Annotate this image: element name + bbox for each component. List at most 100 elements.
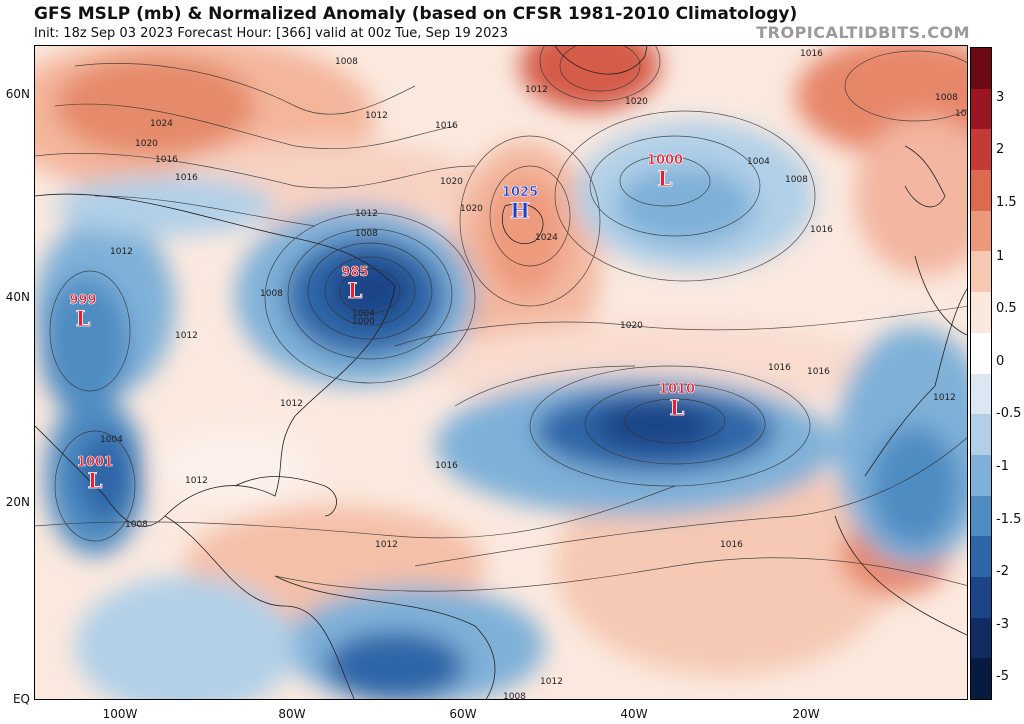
isobar-label: 1008: [335, 57, 358, 67]
colorbar-segment: [971, 414, 991, 455]
lat-label: EQ: [12, 692, 30, 706]
colorbar-tick-label: 2: [996, 142, 1005, 157]
brand-watermark: TROPICALTIDBITS.COM: [756, 23, 970, 42]
isobar-label: 1004: [747, 157, 770, 167]
isobar-label: 1016: [720, 540, 743, 550]
colorbar-tick-label: -0.5: [996, 406, 1022, 421]
map-canvas: 1008 1024 1020 1016 1016 1012 1016 1020 1012 1008…: [35, 46, 968, 700]
pressure-value: 985: [341, 265, 368, 280]
isobar-label: 1012: [355, 209, 378, 219]
colorbar-tick-label: -1.5: [996, 512, 1022, 527]
isobar-label: 1012: [280, 399, 303, 409]
colorbar-tick-label: -1: [996, 459, 1009, 474]
colorbar-segment: [971, 88, 991, 130]
pressure-value: 1025: [502, 185, 538, 200]
lon-label: 40W: [620, 707, 648, 721]
isobar-label: 1016: [800, 49, 823, 59]
pressure-value: 1010: [659, 382, 695, 397]
map-panel: 1008 1024 1020 1016 1016 1012 1016 1020 1012 1008…: [34, 45, 968, 700]
colorbar-segment: [971, 617, 991, 659]
isobar-label: 1016: [155, 155, 178, 165]
isobar-label: 1020: [440, 177, 463, 187]
pressure-value: 1001: [77, 455, 113, 470]
isobar-label: 1016: [807, 367, 830, 377]
isobar-label: 1020: [460, 204, 483, 214]
isobar-label: 1012: [525, 85, 548, 95]
colorbar-tick-label: -2: [996, 564, 1009, 579]
isobar-label: 1016: [768, 363, 791, 373]
chart-title: GFS MSLP (mb) & Normalized Anomaly (base…: [34, 4, 798, 24]
colorbar-segment: [971, 373, 991, 415]
lon-label: 60W: [449, 707, 477, 721]
pressure-value: 999: [69, 293, 96, 308]
lon-label: 80W: [278, 707, 306, 721]
isobar-label: 1000: [352, 317, 375, 327]
isobar-label: 1004: [352, 309, 375, 319]
colorbar-segment: [971, 48, 991, 89]
isobar-label: 1008: [503, 692, 526, 700]
colorbar-segment: [971, 495, 991, 537]
isobar-label: 1016: [175, 173, 198, 183]
isobar-label: 1020: [135, 139, 158, 149]
isobar-label: 1012: [365, 111, 388, 121]
isobar-label: 1012: [185, 476, 208, 486]
isobar-label: 1020: [620, 321, 643, 331]
isobar-label: 1024: [150, 119, 173, 129]
pressure-letter: H: [510, 198, 530, 223]
isobar-label: 1008: [260, 289, 283, 299]
colorbar: [970, 47, 992, 700]
colorbar-tick-label: 0.5: [996, 301, 1017, 316]
colorbar-tick-label: 1.5: [996, 195, 1017, 210]
colorbar-segment: [971, 292, 991, 333]
isobar-label: 1016: [810, 225, 833, 235]
isobar-label: 1012: [540, 677, 563, 687]
colorbar-segment: [971, 576, 991, 618]
chart-subtitle: Init: 18z Sep 03 2023 Forecast Hour: [36…: [34, 26, 508, 41]
isobar-labels: 1008 1024 1020 1016 1016 1012 1016 1020 1012 1008…: [100, 49, 968, 700]
lat-label: 40N: [5, 290, 30, 304]
isobar-label: 1008: [935, 93, 958, 103]
isobar-label: 1008: [355, 229, 378, 239]
lat-label: 60N: [5, 87, 30, 101]
isobar-label: 1012: [175, 331, 198, 341]
colorbar-segment: [971, 129, 991, 171]
colorbar-tick-label: 3: [996, 90, 1005, 105]
isobar-label: 1016: [435, 461, 458, 471]
land-outlines: [35, 46, 967, 699]
pressure-letter: L: [658, 166, 673, 191]
isobar-label: 1008: [125, 520, 148, 530]
anomaly-field: [35, 46, 967, 699]
colorbar-segment: [971, 536, 991, 577]
isobar-label: 1020: [625, 97, 648, 107]
isobar-label: 1012: [955, 109, 968, 119]
isobar-label: 1004: [100, 435, 123, 445]
lon-label: 100W: [102, 707, 138, 721]
colorbar-tick-label: 1: [996, 249, 1005, 264]
colorbar-tick-label: -5: [996, 669, 1009, 684]
colorbar-segment: [971, 658, 991, 699]
isobar-label: 1012: [375, 540, 398, 550]
pressure-letter: L: [76, 306, 91, 331]
isobar-label: 1012: [110, 247, 133, 257]
colorbar-segment: [971, 332, 991, 374]
colorbar-tick-label: 0: [996, 354, 1005, 369]
colorbar-segment: [971, 170, 991, 211]
isobar-label: 1012: [933, 393, 956, 403]
isobar-label: 1024: [535, 233, 558, 243]
isobars: [35, 46, 967, 592]
lat-label: 20N: [5, 495, 30, 509]
pressure-letter: L: [348, 278, 363, 303]
isobar-label: 1008: [785, 175, 808, 185]
colorbar-tick-label: -3: [996, 617, 1009, 632]
colorbar-segment: [971, 210, 991, 252]
pressure-value: 1000: [647, 153, 683, 168]
pressure-letter: L: [670, 395, 685, 420]
lon-label: 20W: [792, 707, 820, 721]
